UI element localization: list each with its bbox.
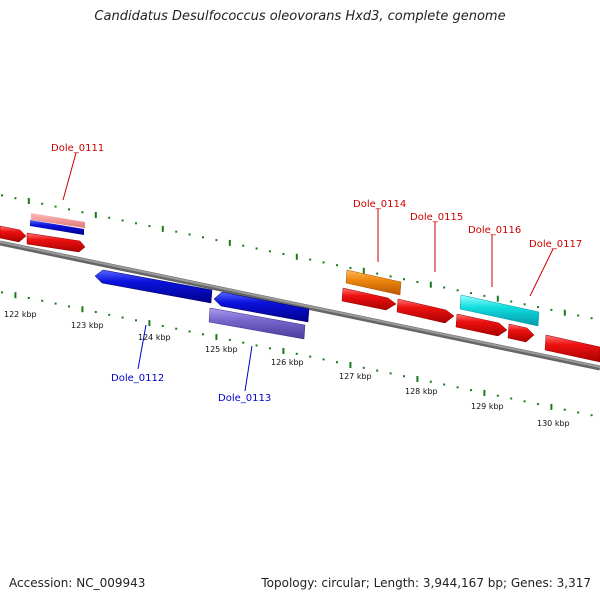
kbp-label: 126 kbp	[271, 358, 304, 367]
gene-arrow-dole-0111-pink[interactable]	[31, 213, 85, 228]
gene-arrow[interactable]	[341, 287, 397, 311]
kbp-label: 128 kbp	[405, 387, 438, 396]
kbp-label: 122 kbp	[4, 310, 37, 319]
gene-arrow[interactable]	[213, 291, 310, 323]
gene-arrow-dole-0112[interactable]	[94, 269, 213, 304]
gene-arrow-dole-0117[interactable]	[507, 323, 535, 343]
gene-arrow-dole-0116[interactable]	[459, 294, 540, 327]
accession-text: Accession: NC_009943	[9, 576, 146, 590]
top-scale-ticks	[1, 194, 593, 320]
genome-summary-text: Topology: circular; Length: 3,944,167 bp…	[261, 576, 591, 590]
gene-labels: Dole_0111 Dole_0114 Dole_0115 Dole_0116 …	[51, 143, 582, 404]
gene-arrow-dole-0114[interactable]	[345, 269, 402, 296]
kbp-label: 129 kbp	[471, 402, 504, 411]
gene-label-dole-0111[interactable]: Dole_0111	[51, 143, 104, 154]
gene-label-dole-0114[interactable]: Dole_0114	[353, 199, 406, 210]
label-leaders	[62, 152, 554, 392]
kbp-label: 124 kbp	[138, 333, 171, 342]
gene-arrow-dole-0113[interactable]	[208, 307, 306, 340]
genome-backbone	[0, 240, 600, 371]
forward-strand-genes	[0, 213, 600, 363]
kbp-label: 130 kbp	[537, 419, 570, 428]
kbp-label: 125 kbp	[205, 345, 238, 354]
gene-arrow[interactable]	[26, 232, 86, 253]
gene-arrow[interactable]	[455, 313, 508, 337]
kbp-label: 127 kbp	[339, 372, 372, 381]
gene-label-dole-0112[interactable]: Dole_0112	[111, 373, 164, 384]
gene-label-dole-0113[interactable]: Dole_0113	[218, 393, 271, 404]
reverse-strand-genes	[94, 269, 310, 340]
kbp-label: 123 kbp	[71, 321, 104, 330]
gene-arrow-dole-0111-blue[interactable]	[30, 220, 84, 235]
page-title: Candidatus Desulfococcus oleovorans Hxd3…	[94, 9, 506, 24]
gene-arrow[interactable]	[0, 225, 27, 243]
gene-label-dole-0116[interactable]: Dole_0116	[468, 225, 521, 236]
gene-arrow-dole-0115[interactable]	[396, 298, 455, 324]
gene-label-dole-0115[interactable]: Dole_0115	[410, 212, 463, 223]
kbp-labels: 122 kbp 123 kbp 124 kbp 125 kbp 126 kbp …	[4, 310, 570, 428]
bottom-scale-ticks	[1, 291, 593, 417]
gene-arrow[interactable]	[544, 334, 600, 363]
gene-label-dole-0117[interactable]: Dole_0117	[529, 239, 582, 250]
